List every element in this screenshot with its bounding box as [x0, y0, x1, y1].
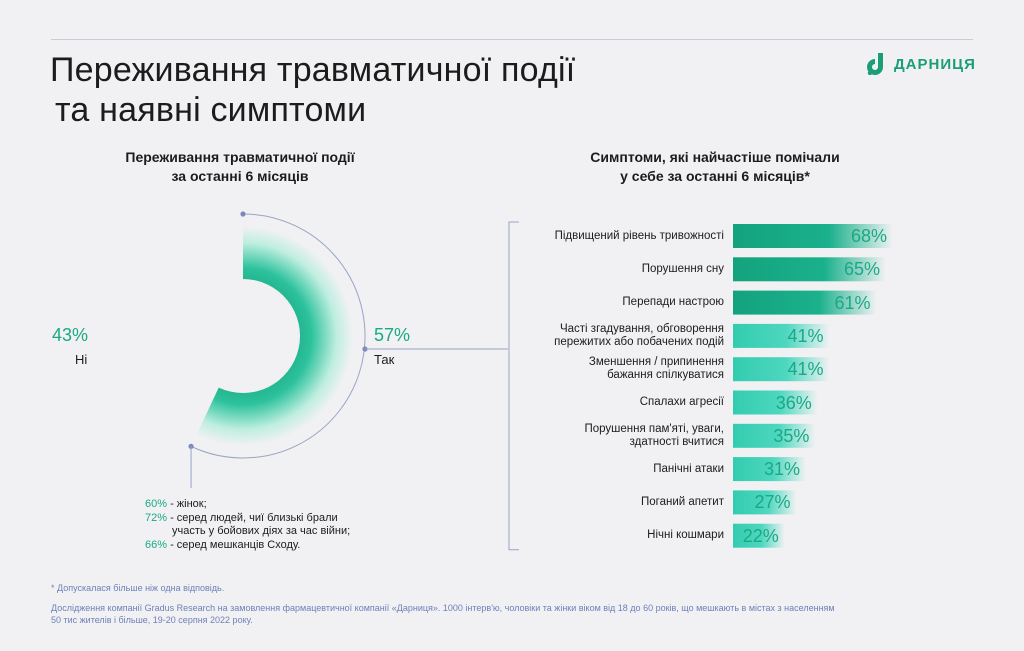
- bar-value-label: 61%: [834, 292, 871, 313]
- bar-category-label: Порушення сну: [524, 263, 724, 276]
- left-chart-title: Переживання травматичної події за останн…: [90, 148, 390, 186]
- yes-percent: 57%: [374, 325, 411, 345]
- bar-category-label: Спалахи агресії: [524, 396, 724, 409]
- bar-bracket: [508, 221, 519, 551]
- source-line2: 50 тис жителів і більше, 19-20 серпня 20…: [51, 614, 253, 625]
- bar-category-label: Часті згадування, обговорення пережитих а…: [524, 323, 724, 349]
- bar: [733, 290, 877, 315]
- bar-category-label-line: Спалахи агресії: [639, 396, 724, 408]
- bar-value-label: 68%: [851, 226, 888, 246]
- bar-category-label-line: Перепади настрою: [622, 296, 724, 309]
- bar-category-label: Поганий апетит: [524, 496, 724, 509]
- note-item: участь у бойових діях за час війни;: [172, 525, 351, 537]
- arc-start-dot: [240, 211, 246, 217]
- bar-category-label-line: Порушення сну: [641, 262, 724, 275]
- left-chart-title-line1: Переживання травматичної події: [125, 149, 355, 165]
- bar-category-label: Порушення пам'яті, уваги, здатності вчити…: [524, 423, 724, 449]
- bar: [733, 357, 830, 382]
- left-chart-title-line2: за останні 6 місяців: [171, 168, 309, 184]
- bar-category-label-line: Зменшення / припинення: [588, 356, 724, 369]
- bar-value-label: 31%: [763, 459, 800, 480]
- bar-value-label: 41%: [787, 359, 824, 380]
- bar-category-label-line: Часті згадування, обговорення: [559, 322, 724, 335]
- donut-slice-yes: [196, 226, 354, 446]
- brand-name: ДАРНИЦЯ: [894, 55, 976, 73]
- bar-value-label: 41%: [787, 325, 824, 346]
- bar-category-label-line: Поганий апетит: [641, 495, 724, 508]
- top-divider: [51, 39, 973, 40]
- bar: [733, 257, 886, 282]
- no-percent: 43%: [52, 325, 89, 345]
- source-note: Дослідження компанії Gradus Research на …: [51, 603, 835, 626]
- bar-category-label-line: Нічні кошмари: [647, 529, 724, 542]
- bar-value-label: 36%: [775, 392, 812, 413]
- page-title-line1: Переживання травматичної події: [50, 51, 576, 89]
- bar-category-label-line: Порушення пам'яті, уваги,: [584, 422, 724, 435]
- bar-category-label: Перепади настрою: [524, 296, 724, 309]
- note-item: 60% - жінок;: [145, 498, 207, 510]
- bar-chart: [508, 221, 893, 551]
- demographic-notes: 60% - жінок; 72% - серед людей, чиї близ…: [145, 498, 350, 552]
- right-chart-title: Симптоми, які найчастіше помічали у себе…: [565, 148, 865, 186]
- bar: [733, 323, 830, 348]
- page-title-line2: та наявні симптоми: [55, 91, 367, 129]
- bar: [733, 457, 806, 482]
- no-label: Ні: [75, 352, 88, 367]
- bar: [733, 523, 785, 548]
- chart-connectors: [190, 346, 508, 488]
- right-chart-title-line1: Симптоми, які найчастіше помічали: [590, 149, 840, 165]
- brand-logo: ДАРНИЦЯ: [864, 53, 976, 75]
- donut-chart: [188, 211, 366, 459]
- darnytsia-logo-icon: [867, 53, 883, 75]
- bar: [733, 423, 816, 448]
- bar-value-label: 35%: [773, 425, 810, 446]
- bar: [733, 490, 797, 515]
- bar-value-label: 22%: [742, 525, 779, 546]
- bar-category-label: Підвищений рівень тривожності: [524, 230, 724, 243]
- source-line1: Дослідження компанії Gradus Research на …: [51, 603, 835, 613]
- bar: [733, 390, 818, 415]
- bar-value-label: 65%: [843, 259, 880, 280]
- bar-category-label: Нічні кошмари: [524, 529, 724, 542]
- bar-category-label-line: бажання спілкуватися: [607, 369, 724, 382]
- bar-category-label-line: Панічні атаки: [653, 462, 724, 475]
- page-title: Переживання травматичної події та наявні…: [50, 50, 575, 130]
- footnote: * Допускалася більше ніж одна відповідь.: [51, 583, 225, 593]
- yes-label: Так: [374, 352, 395, 367]
- bar-category-label-line: пережитих або побачених подій: [554, 335, 724, 348]
- bar-category-label: Панічні атаки: [524, 463, 724, 476]
- bar-category-label-line: здатності вчитися: [629, 435, 724, 448]
- right-chart-title-line2: у себе за останні 6 місяців*: [620, 168, 810, 184]
- bar: [733, 224, 893, 248]
- bar-value-label: 27%: [754, 492, 791, 513]
- note-item: 72% - серед людей, чиї близькі брали: [145, 511, 338, 524]
- donut-yes-arc: [190, 213, 366, 459]
- bar-category-label: Зменшення / припинення бажання спілкувати…: [524, 356, 724, 382]
- bar-category-label-line: Підвищений рівень тривожності: [554, 229, 724, 242]
- note-item: 66% - серед мешканців Сходу.: [145, 538, 301, 551]
